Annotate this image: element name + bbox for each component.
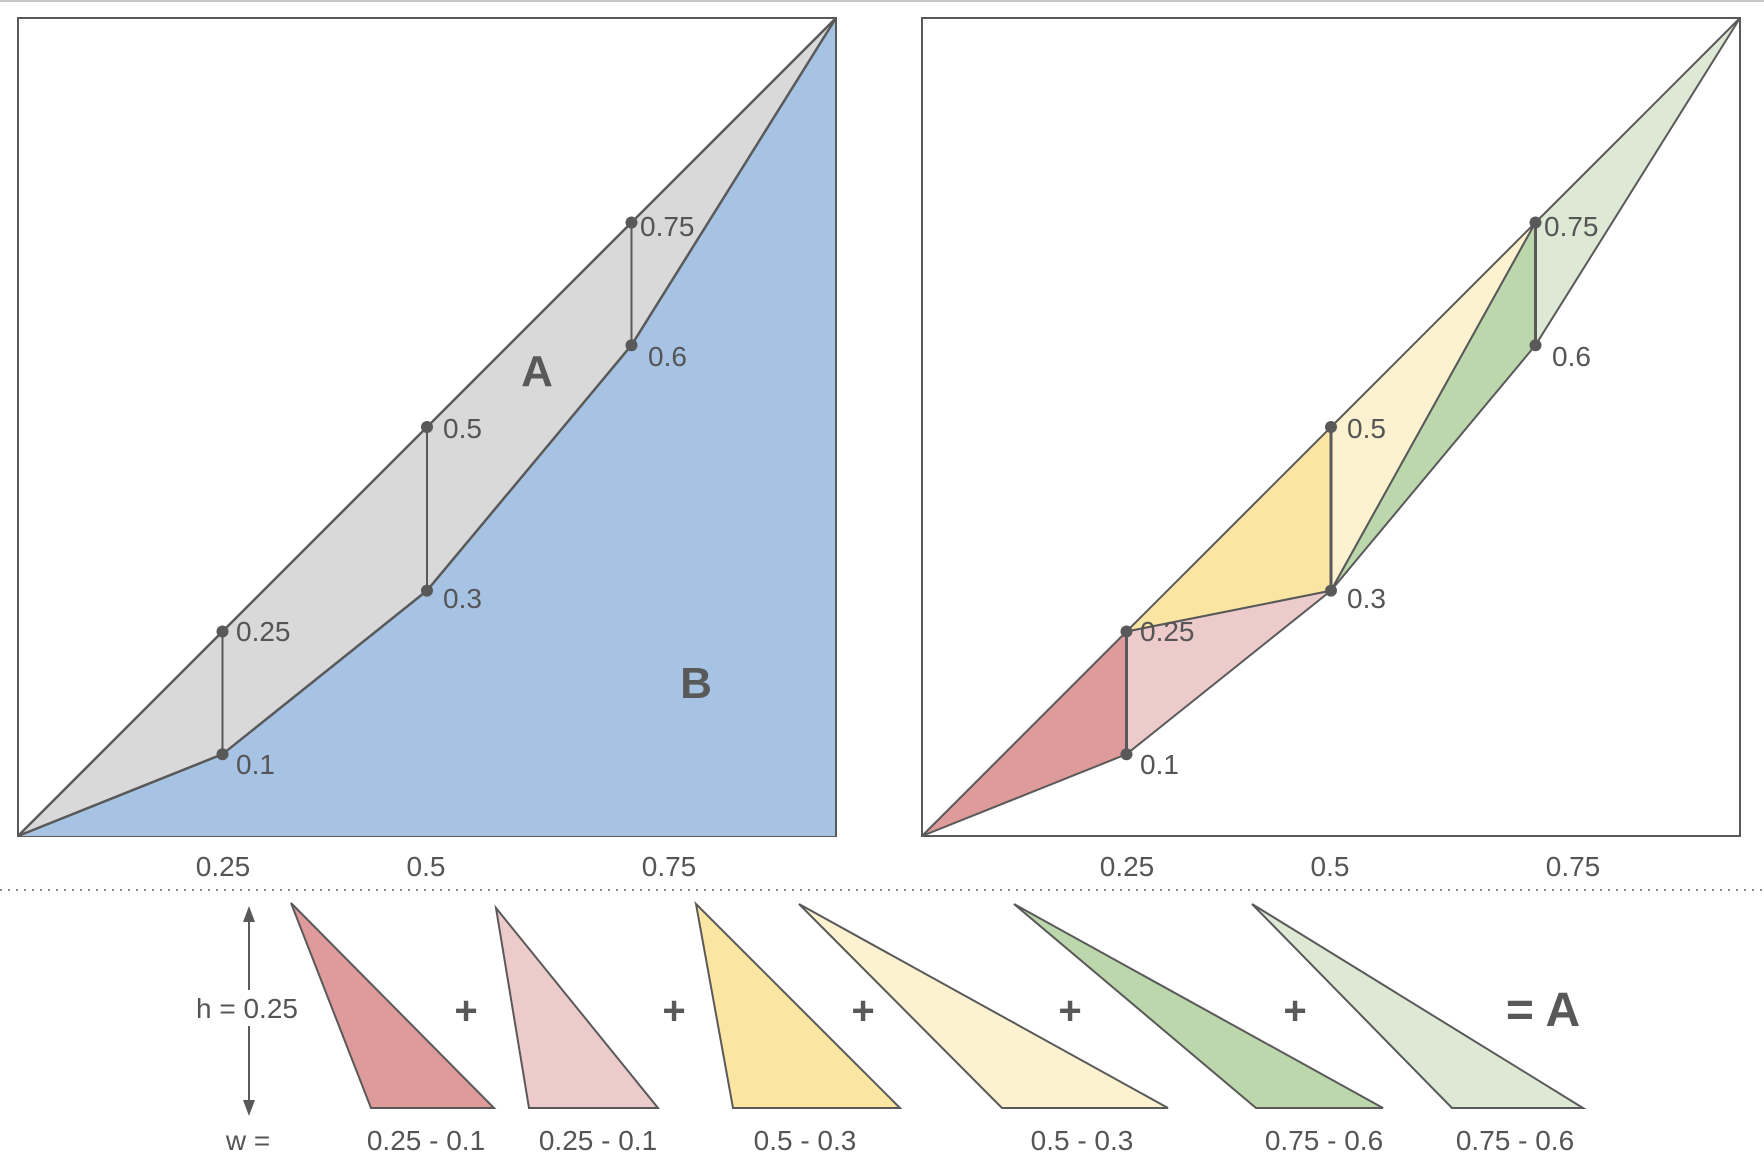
sum-triangle-1 — [290, 902, 497, 1109]
point-marker — [216, 625, 229, 638]
point-label: 0.25 — [236, 616, 291, 647]
result-label: = A — [1506, 984, 1580, 1037]
sum-triangle-3 — [694, 901, 903, 1109]
plus-sign: + — [662, 989, 685, 1033]
triangle-sum-row: h = 0.25 w = + + + + + = A 0.25 - 0.1 0.… — [188, 901, 1587, 1156]
point-marker — [421, 421, 433, 433]
region-a-label: A — [521, 347, 553, 396]
x-tick-label: 0.5 — [407, 851, 446, 882]
point-label: 0.3 — [1347, 583, 1386, 614]
point-marker — [1529, 339, 1542, 352]
point-label: 0.3 — [443, 583, 482, 614]
width-label: 0.25 - 0.1 — [539, 1125, 657, 1156]
x-tick-label: 0.25 — [1100, 851, 1155, 882]
plus-sign: + — [851, 989, 874, 1033]
plus-sign: + — [1283, 989, 1306, 1033]
point-label: 0.1 — [1140, 749, 1179, 780]
point-marker — [625, 216, 638, 229]
width-label: 0.75 - 0.6 — [1265, 1125, 1383, 1156]
left-panel: 0.25 0.1 0.5 0.3 0.75 0.6 A B 0.25 0.5 0… — [17, 17, 838, 882]
plus-sign: + — [454, 989, 477, 1033]
x-tick-label: 0.75 — [1546, 851, 1601, 882]
point-marker — [1325, 421, 1337, 433]
point-label: 0.5 — [1347, 413, 1386, 444]
point-marker — [1529, 216, 1542, 229]
height-label: h = 0.25 — [196, 993, 298, 1024]
point-marker — [1120, 625, 1133, 638]
arrow-down-icon — [243, 1100, 255, 1116]
width-label: 0.25 - 0.1 — [367, 1125, 485, 1156]
point-label: 0.75 — [640, 211, 695, 242]
point-label: 0.6 — [1552, 341, 1591, 372]
x-tick-label: 0.5 — [1311, 851, 1350, 882]
point-label: 0.1 — [236, 749, 275, 780]
sum-triangle-4 — [798, 903, 1169, 1109]
region-b-label: B — [680, 659, 712, 708]
sum-triangle-6 — [1251, 903, 1587, 1109]
width-prefix-label: w = — [225, 1125, 270, 1156]
x-tick-label: 0.75 — [642, 851, 697, 882]
point-label: 0.6 — [648, 341, 687, 372]
point-label: 0.25 — [1140, 616, 1195, 647]
region-b-fill — [18, 18, 836, 836]
right-panel: 0.25 0.1 0.5 0.3 0.75 0.6 0.25 0.5 0.75 — [921, 17, 1741, 882]
point-marker — [421, 584, 433, 597]
width-label: 0.5 - 0.3 — [1031, 1125, 1134, 1156]
x-tick-label: 0.25 — [196, 851, 251, 882]
point-label: 0.75 — [1544, 211, 1599, 242]
plus-sign: + — [1058, 989, 1081, 1033]
sum-triangle-2 — [494, 904, 661, 1109]
point-marker — [1325, 584, 1337, 597]
arrow-up-icon — [243, 906, 255, 922]
sum-triangle-5 — [1013, 903, 1384, 1109]
width-label: 0.75 - 0.6 — [1456, 1125, 1574, 1156]
width-label: 0.5 - 0.3 — [754, 1125, 857, 1156]
point-marker — [625, 339, 638, 352]
point-marker — [1120, 748, 1133, 761]
point-marker — [216, 748, 229, 761]
point-label: 0.5 — [443, 413, 482, 444]
height-label-bg — [188, 990, 308, 1026]
